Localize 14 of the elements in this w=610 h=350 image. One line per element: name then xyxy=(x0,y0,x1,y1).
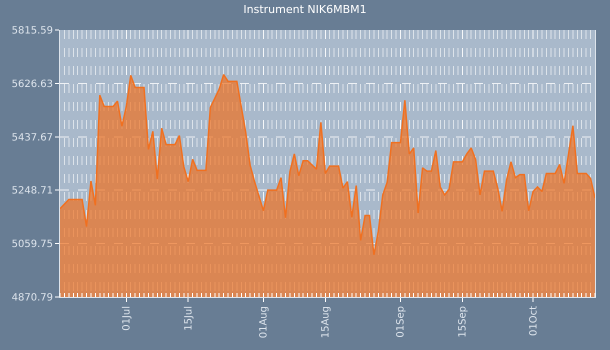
x-tick-label: 01Oct xyxy=(528,306,540,336)
x-tick-label: 01Aug xyxy=(258,306,270,338)
x-tick-label: 15Sep xyxy=(458,306,469,338)
y-tick-label: 5626.63 xyxy=(12,78,53,90)
y-tick-label: 5437.67 xyxy=(12,132,53,144)
y-tick-label: 4870.79 xyxy=(12,292,53,304)
y-tick-label: 5059.75 xyxy=(12,239,53,250)
y-tick-label: 5815.59 xyxy=(12,26,53,36)
x-tick-label: 01Jul xyxy=(122,306,133,331)
x-tick-label: 15Aug xyxy=(320,306,332,338)
chart-title: Instrument NIK6MBM1 xyxy=(243,2,367,16)
y-tick-label: 5248.71 xyxy=(12,186,53,197)
x-tick-label: 15Jul xyxy=(183,306,194,331)
x-tick-label: 01Sep xyxy=(396,306,407,338)
